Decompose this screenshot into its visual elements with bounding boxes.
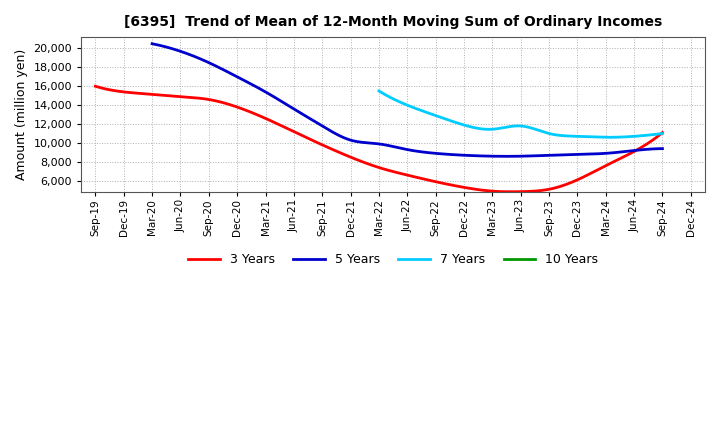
- Y-axis label: Amount (million yen): Amount (million yen): [15, 49, 28, 180]
- Title: [6395]  Trend of Mean of 12-Month Moving Sum of Ordinary Incomes: [6395] Trend of Mean of 12-Month Moving …: [124, 15, 662, 29]
- Legend: 3 Years, 5 Years, 7 Years, 10 Years: 3 Years, 5 Years, 7 Years, 10 Years: [184, 248, 603, 271]
